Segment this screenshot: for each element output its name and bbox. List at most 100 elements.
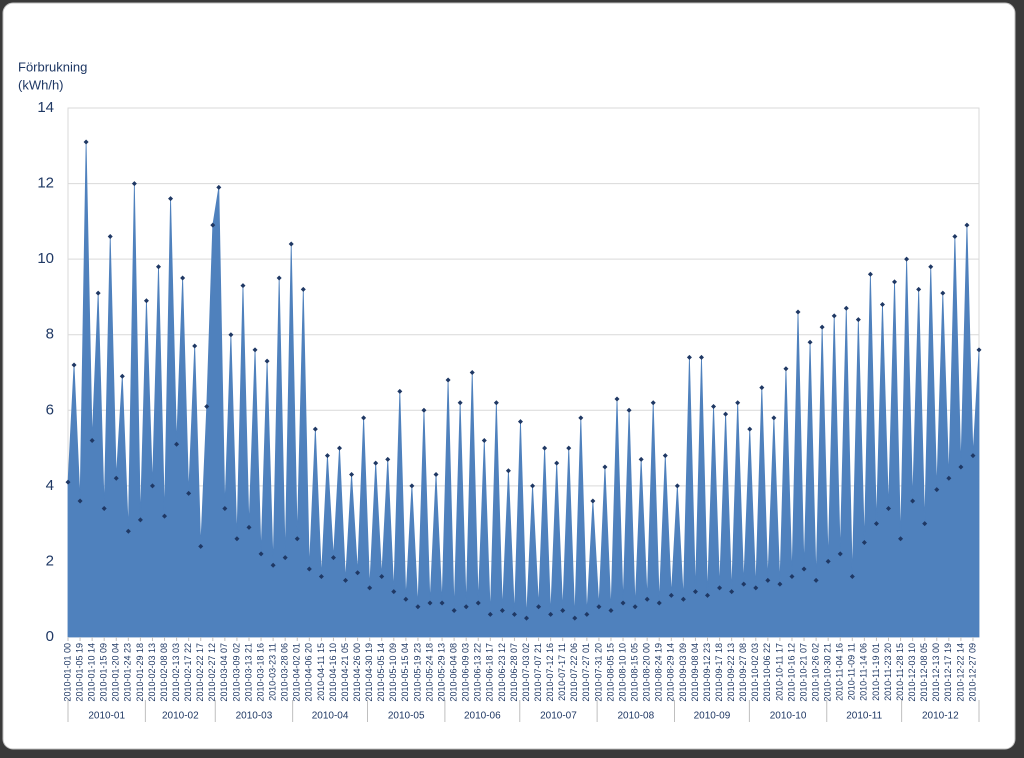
x-tick-label: 2010-11-04 16 (835, 643, 845, 701)
marker (427, 600, 433, 606)
month-label: 2010-05 (388, 711, 425, 722)
marker (904, 256, 910, 262)
marker (560, 608, 566, 614)
x-tick-label: 2010-08-29 14 (666, 643, 676, 702)
marker (777, 581, 783, 587)
x-tick-label: 2010-09-27 08 (738, 643, 748, 702)
marker (735, 400, 741, 406)
marker (143, 298, 149, 304)
marker (131, 181, 137, 187)
marker (421, 407, 427, 413)
marker (463, 604, 469, 610)
y-tick-label: 4 (46, 477, 54, 494)
marker (186, 490, 192, 496)
marker (958, 464, 964, 470)
marker (668, 592, 674, 598)
x-tick-label: 2010-03-18 16 (255, 643, 265, 702)
month-label: 2010-11 (846, 711, 882, 722)
x-tick-label: 2010-05-05 14 (376, 643, 386, 702)
x-tick-label: 2010-07-27 01 (581, 643, 591, 702)
marker (336, 445, 342, 451)
x-tick-label: 2010-01-15 09 (99, 643, 109, 702)
x-tick-label: 2010-09-22 13 (726, 643, 736, 702)
x-tick-label: 2010-09-03 09 (678, 643, 688, 702)
marker (644, 596, 650, 602)
x-tick-label: 2010-10-26 02 (810, 643, 820, 702)
marker (234, 536, 240, 542)
marker (928, 264, 934, 270)
x-tick-label: 2010-08-24 19 (654, 643, 664, 702)
marker (554, 460, 560, 466)
marker (391, 589, 397, 595)
marker (379, 574, 385, 580)
marker (409, 483, 415, 489)
x-tick-label: 2010-08-15 05 (629, 643, 639, 702)
marker (626, 407, 632, 413)
marker (729, 589, 735, 595)
marker (596, 604, 602, 610)
x-tick-label: 2010-11-14 06 (859, 643, 869, 701)
month-label: 2010-10 (770, 711, 807, 722)
marker (861, 540, 867, 546)
marker (487, 611, 493, 617)
marker (656, 600, 662, 606)
y-tick-label: 12 (37, 175, 54, 192)
marker (505, 468, 511, 474)
x-tick-label: 2010-07-03 02 (521, 643, 531, 702)
x-tick-label: 2010-05-29 13 (436, 643, 446, 702)
marker (107, 233, 113, 239)
x-tick-label: 2010-07-07 21 (533, 643, 543, 702)
marker (843, 305, 849, 311)
marker (536, 604, 542, 610)
marker (318, 574, 324, 580)
marker (349, 472, 355, 478)
marker (578, 415, 584, 421)
x-tick-label: 2010-02-22 17 (195, 643, 205, 702)
marker (180, 275, 186, 281)
marker (282, 555, 288, 561)
marker (886, 506, 892, 512)
x-tick-label: 2010-01-10 14 (87, 643, 97, 702)
marker (765, 577, 771, 583)
marker (807, 339, 813, 345)
marker (511, 611, 517, 617)
x-tick-label: 2010-12-08 05 (919, 643, 929, 702)
x-tick-label: 2010-10-30 21 (823, 643, 833, 702)
marker (264, 358, 270, 364)
x-tick-label: 2010-06-04 08 (448, 643, 458, 702)
x-tick-label: 2010-02-13 03 (171, 643, 181, 702)
marker (499, 608, 505, 614)
month-label: 2010-04 (312, 711, 349, 722)
marker (898, 536, 904, 542)
marker (831, 313, 837, 319)
x-tick-label: 2010-02-27 12 (207, 643, 217, 702)
marker (397, 388, 403, 394)
marker (445, 377, 451, 383)
marker (155, 264, 161, 270)
x-tick-label: 2010-06-23 12 (497, 643, 507, 702)
marker (934, 487, 940, 493)
y-tick-label: 6 (46, 401, 54, 418)
marker (373, 460, 379, 466)
marker (228, 332, 234, 338)
marker (451, 608, 457, 614)
marker (976, 347, 982, 353)
x-tick-label: 2010-03-09 02 (231, 643, 241, 702)
marker (83, 139, 89, 145)
x-tick-label: 2010-04-26 00 (352, 643, 362, 702)
marker (276, 275, 282, 281)
marker (457, 400, 463, 406)
marker (602, 464, 608, 470)
marker (638, 456, 644, 462)
x-tick-label: 2010-10-02 03 (750, 643, 760, 702)
x-tick-label: 2010-08-20 00 (642, 643, 652, 702)
marker (879, 301, 885, 307)
marker (747, 426, 753, 432)
marker (198, 543, 204, 549)
marker (312, 426, 318, 432)
x-tick-label: 2010-04-06 20 (304, 643, 314, 702)
marker (910, 498, 916, 504)
marker (367, 585, 373, 591)
x-tick-label: 2010-04-30 19 (364, 643, 374, 702)
